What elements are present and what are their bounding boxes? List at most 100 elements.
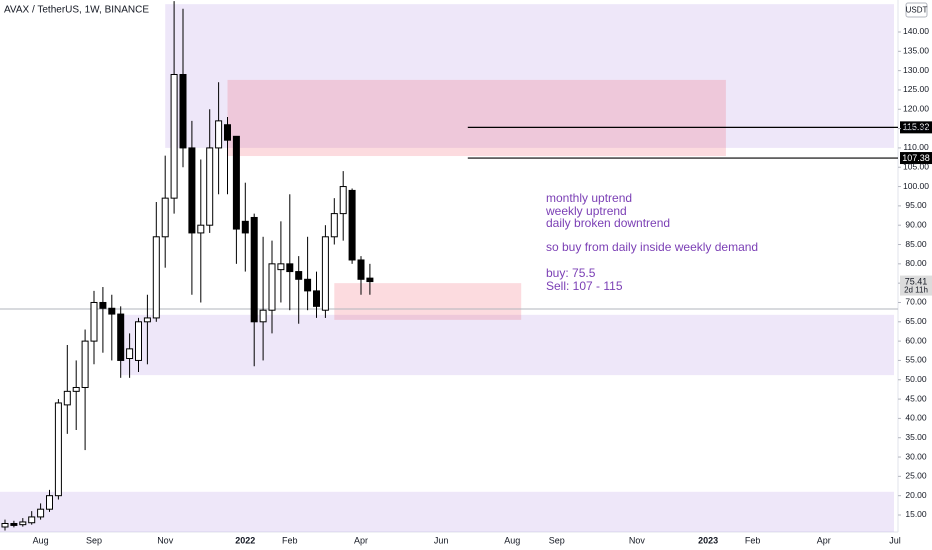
annotation: buy: 75.5	[546, 266, 596, 280]
chart-title: AVAX / TetherUS, 1W, BINANCE	[4, 5, 149, 16]
y-tick-label: 110.00	[903, 142, 929, 152]
candle-body	[295, 271, 303, 280]
y-tick-label: 90.00	[905, 219, 927, 229]
level-label: 107.38	[902, 153, 930, 163]
currency-box[interactable]	[905, 2, 928, 18]
y-tick-label: 40.00	[905, 413, 927, 423]
candle-body	[330, 213, 338, 238]
annotation: Sell: 107 - 115	[546, 279, 623, 293]
candle-body	[81, 340, 89, 388]
y-tick-label: 35.00	[905, 432, 927, 442]
candle-body	[108, 307, 116, 315]
candle-body	[143, 317, 151, 323]
y-tick-label: 130.00	[903, 65, 929, 75]
level-label: 115.32	[903, 122, 930, 132]
y-tick-label: 65.00	[905, 316, 927, 326]
x-tick-label: 2023	[698, 535, 718, 545]
level-label-box	[900, 152, 932, 165]
price-label-box	[900, 275, 932, 296]
candle-body	[321, 236, 329, 311]
x-tick-label: Aug	[33, 535, 49, 545]
candle-body	[126, 348, 134, 360]
candle-body	[135, 321, 142, 361]
candle-body	[37, 508, 45, 518]
y-tick-label: 80.00	[905, 258, 927, 268]
candle-body	[366, 277, 374, 283]
x-tick-label: Apr	[354, 535, 368, 545]
candle-body	[286, 263, 294, 273]
y-tick-label: 30.00	[905, 451, 927, 461]
y-tick-label: 25.00	[905, 471, 927, 481]
candle-body	[304, 278, 312, 292]
zone	[227, 79, 726, 157]
candle-body	[28, 516, 36, 524]
candle-body	[268, 263, 276, 311]
x-tick-label: Feb	[745, 535, 761, 545]
y-tick-label: 105.00	[903, 161, 929, 171]
x-tick-label: Jul	[889, 535, 901, 545]
candle-body	[179, 73, 187, 149]
y-tick-label: 20.00	[905, 490, 927, 500]
x-tick-label: Apr	[817, 535, 831, 545]
candle-body	[224, 124, 231, 141]
x-tick-label: Nov	[629, 535, 646, 545]
candle-body	[348, 189, 356, 261]
x-tick-label: Sep	[86, 535, 102, 545]
zone	[120, 314, 894, 376]
candle-body	[188, 147, 196, 234]
y-tick-label: 120.00	[903, 104, 929, 114]
candle-body	[152, 236, 160, 319]
candle-body	[19, 521, 27, 526]
candle-body	[10, 522, 18, 526]
y-tick-label: 115.00	[903, 123, 929, 133]
candle-body	[357, 259, 365, 280]
annotation: so buy from daily inside weekly demand	[546, 240, 758, 254]
y-tick-label: 55.00	[905, 355, 927, 365]
candle-body	[161, 197, 169, 238]
x-tick-label: Nov	[157, 535, 174, 545]
candle-body	[232, 135, 240, 230]
candle-body	[313, 290, 320, 307]
candle-body	[259, 309, 267, 323]
y-tick-label: 125.00	[903, 84, 929, 94]
candle-body	[117, 313, 125, 361]
y-tick-label: 100.00	[903, 181, 929, 191]
y-tick-label: 60.00	[905, 335, 927, 345]
current-price: 75.41	[905, 276, 928, 286]
zone	[0, 491, 894, 532]
y-tick-label: 95.00	[905, 200, 927, 210]
candle-body	[1, 522, 9, 528]
candle-body	[90, 301, 98, 342]
y-tick-label: 140.00	[903, 26, 929, 36]
candle-body	[215, 120, 223, 149]
candle-body	[277, 263, 285, 271]
currency[interactable]: USDT	[906, 6, 928, 15]
candle-body	[250, 216, 258, 323]
y-tick-label: 50.00	[905, 374, 927, 384]
candle-body	[339, 186, 347, 215]
candle-body	[54, 402, 62, 497]
candle-body	[206, 147, 214, 226]
y-tick-label: 135.00	[903, 46, 929, 56]
candle-body	[63, 390, 71, 406]
y-tick-label: 15.00	[905, 509, 927, 519]
annotation: monthly uptrend	[546, 191, 632, 205]
x-tick-label: Sep	[549, 535, 565, 545]
candle-body	[241, 220, 249, 234]
annotation: daily broken downtrend	[546, 216, 670, 230]
candle-body	[72, 386, 80, 392]
x-tick-label: Jun	[434, 535, 449, 545]
candle-body	[99, 301, 107, 309]
candle-body	[197, 224, 205, 234]
candle-body	[46, 495, 53, 510]
x-tick-label: 2022	[235, 535, 255, 545]
level-label-box	[900, 121, 932, 134]
y-tick-label: 45.00	[905, 393, 927, 403]
annotation: weekly uptrend	[545, 204, 627, 218]
candle-body	[170, 73, 178, 199]
y-tick-label: 85.00	[905, 239, 927, 249]
countdown: 2d 11h	[904, 286, 928, 295]
y-tick-label: 70.00	[905, 297, 927, 307]
zone	[334, 283, 522, 320]
